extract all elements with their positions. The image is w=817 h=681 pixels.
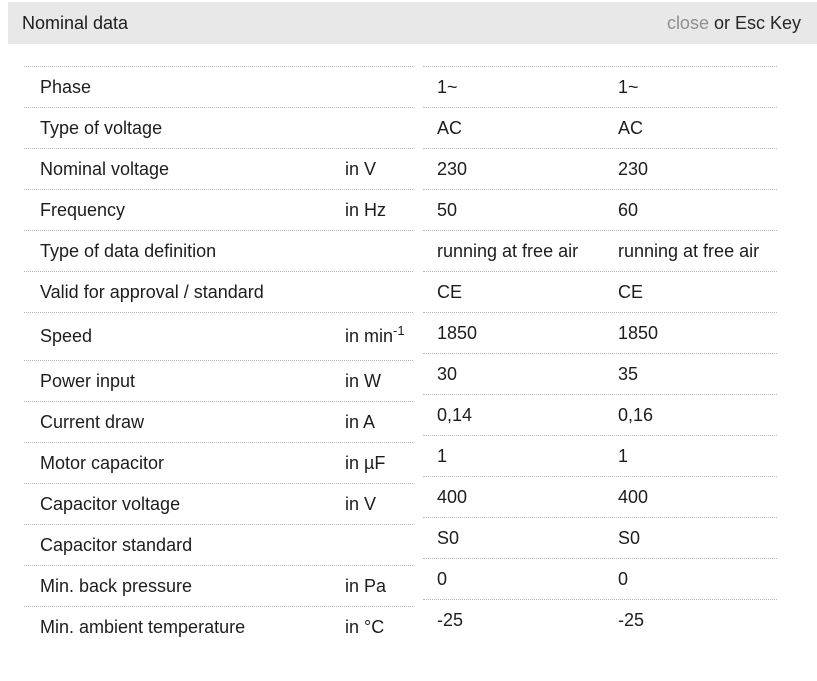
row-label: Current draw [40, 411, 145, 432]
modal-title: Nominal data [22, 12, 129, 33]
value-col-1: 1850 [437, 322, 478, 343]
value-col-2: 0,16 [618, 404, 654, 425]
values-row-phase: 1~ 1~ [423, 66, 777, 107]
value-col-1: running at free air [437, 240, 579, 261]
row-label: Capacitor voltage [40, 493, 181, 514]
value-col-2: 60 [618, 199, 639, 220]
value-col-2: 1850 [618, 322, 659, 343]
row-label: Motor capacitor [40, 452, 165, 473]
value-col-1: CE [437, 281, 463, 302]
table-row-capacitor-standard: Capacitor standard [24, 524, 413, 565]
value-col-1: 30 [437, 363, 458, 384]
row-label: Type of data definition [40, 240, 217, 261]
value-col-2: 230 [618, 158, 649, 179]
row-unit: in V [345, 493, 377, 514]
value-col-1: -25 [437, 609, 464, 630]
value-col-1: 400 [437, 486, 468, 507]
value-col-1: 0 [437, 568, 448, 589]
row-label: Phase [40, 76, 92, 97]
table-row-phase: Phase [24, 66, 413, 107]
values-row-capacitor-standard: S0 S0 [423, 517, 777, 558]
value-col-2: -25 [618, 609, 645, 630]
values-row-type-of-data-definition: running at free air running at free air [423, 230, 777, 271]
row-label: Valid for approval / standard [40, 281, 264, 302]
values-row-nominal-voltage: 230 230 [423, 148, 777, 189]
table-row-motor-capacitor: Motor capacitor in µF [24, 442, 413, 483]
value-col-1: AC [437, 117, 463, 138]
modal-header: Nominal data close or Esc Key [8, 2, 817, 44]
values-row-valid-for-approval: CE CE [423, 271, 777, 312]
esc-key-hint: or Esc Key [708, 12, 801, 33]
table-row-frequency: Frequency in Hz [24, 189, 413, 230]
row-label: Min. back pressure [40, 575, 193, 596]
row-unit: in Pa [345, 575, 387, 596]
value-col-2: S0 [618, 527, 641, 548]
row-unit: in min-1 [345, 323, 405, 346]
row-label: Capacitor standard [40, 534, 193, 555]
table-row-capacitor-voltage: Capacitor voltage in V [24, 483, 413, 524]
row-label: Speed [40, 326, 93, 346]
row-label: Power input [40, 370, 136, 391]
nominal-data-table: Phase Type of voltage Nominal voltage in… [24, 66, 777, 647]
table-row-speed: Speed in min-1 [24, 312, 413, 360]
values-row-frequency: 50 60 [423, 189, 777, 230]
value-col-2: 35 [618, 363, 639, 384]
table-row-min-ambient-temperature: Min. ambient temperature in °C [24, 606, 413, 647]
values-row-speed: 1850 1850 [423, 312, 777, 353]
row-unit: in Hz [345, 199, 387, 220]
table-row-nominal-voltage: Nominal voltage in V [24, 148, 413, 189]
row-unit: in A [345, 411, 376, 432]
value-col-2: running at free air [618, 240, 760, 261]
table-row-type-of-data-definition: Type of data definition [24, 230, 413, 271]
row-unit: in µF [345, 452, 386, 473]
close-button[interactable]: close [666, 12, 709, 33]
value-col-1: 230 [437, 158, 468, 179]
row-unit: in °C [345, 616, 385, 637]
table-row-power-input: Power input in W [24, 360, 413, 401]
row-label: Min. ambient temperature [40, 616, 246, 637]
row-unit: in V [345, 158, 377, 179]
row-label: Type of voltage [40, 117, 163, 138]
values-row-capacitor-voltage: 400 400 [423, 476, 777, 517]
values-row-power-input: 30 35 [423, 353, 777, 394]
values-row-motor-capacitor: 1 1 [423, 435, 777, 476]
value-col-1: 1~ [437, 76, 458, 97]
values-row-min-back-pressure: 0 0 [423, 558, 777, 599]
row-label: Nominal voltage [40, 158, 170, 179]
row-label: Frequency [40, 199, 126, 220]
close-area: close or Esc Key [667, 13, 801, 34]
value-col-1: 50 [437, 199, 458, 220]
value-col-2: 0 [618, 568, 629, 589]
value-col-1: 1 [437, 445, 448, 466]
values-row-type-of-voltage: AC AC [423, 107, 777, 148]
value-col-2: CE [618, 281, 644, 302]
row-unit: in W [345, 370, 381, 391]
table-row-type-of-voltage: Type of voltage [24, 107, 413, 148]
table-row-min-back-pressure: Min. back pressure in Pa [24, 565, 413, 606]
table-row-valid-for-approval: Valid for approval / standard [24, 271, 413, 312]
value-col-2: 1~ [618, 76, 639, 97]
values-row-current-draw: 0,14 0,16 [423, 394, 777, 435]
value-col-2: 400 [618, 486, 649, 507]
value-col-1: 0,14 [437, 404, 473, 425]
values-table: 1~ 1~ AC AC 230 230 50 60 running at fre… [423, 66, 777, 640]
value-col-2: AC [618, 117, 644, 138]
labels-units-table: Phase Type of voltage Nominal voltage in… [24, 66, 413, 647]
values-row-min-ambient-temperature: -25 -25 [423, 599, 777, 640]
value-col-1: S0 [437, 527, 460, 548]
value-col-2: 1 [618, 445, 629, 466]
table-row-current-draw: Current draw in A [24, 401, 413, 442]
